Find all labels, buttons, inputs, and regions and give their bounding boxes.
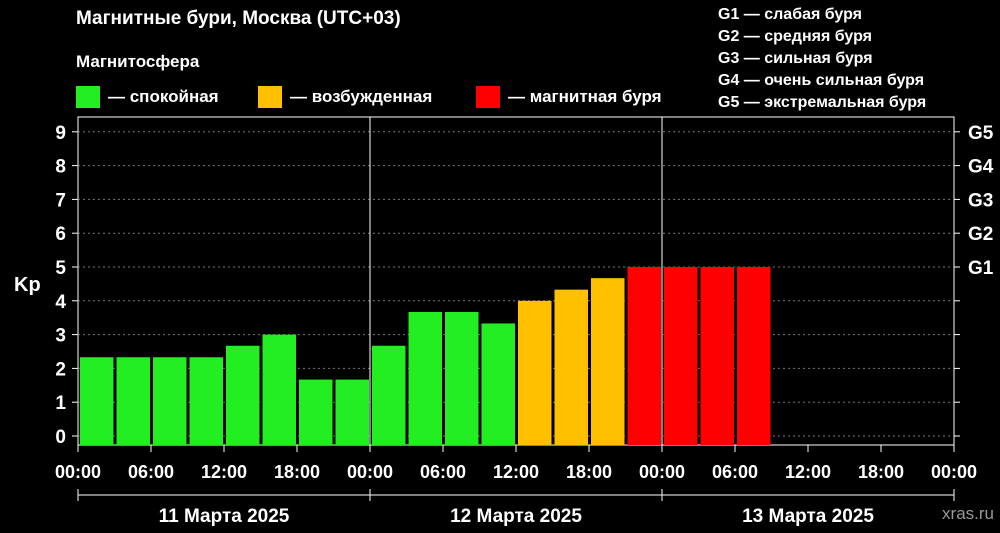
x-tick-label: 12:00 (201, 462, 247, 482)
right-tick-label-g5: G5 (968, 123, 994, 144)
x-tick-label: 12:00 (785, 462, 831, 482)
day-label: 12 Марта 2025 (450, 506, 582, 527)
storm-level-list: G1 — слабая буря G2 — средняя буря G3 — … (718, 4, 926, 114)
x-tick-label: 18:00 (858, 462, 904, 482)
kp-bar (299, 379, 333, 445)
kp-bar (116, 357, 150, 445)
storm-level-g4: G4 — очень сильная буря (718, 72, 925, 89)
kp-bar (80, 357, 114, 445)
y-tick-label-1: 1 (55, 393, 66, 414)
storm-level-g5: G5 — экстремальная буря (718, 94, 927, 111)
x-tick-label: 06:00 (712, 462, 758, 482)
kp-bar (700, 267, 734, 445)
day-label: 13 Марта 2025 (742, 506, 874, 527)
x-tick-label: 00:00 (639, 462, 685, 482)
kp-bar (408, 311, 442, 445)
y-tick-label-9: 9 (55, 123, 66, 144)
kp-bar (554, 289, 588, 445)
right-tick-label-g2: G2 (968, 224, 993, 245)
y-tick-label-2: 2 (55, 359, 66, 380)
storm-level-g2: G2 — средняя буря (718, 28, 872, 45)
chart-title: Магнитные бури, Москва (UTC+03) (76, 8, 401, 29)
kp-bar (737, 267, 771, 445)
legend-item-storm: — магнитная буря (476, 86, 662, 108)
x-tick-label: 12:00 (493, 462, 539, 482)
right-tick-label-g1: G1 (968, 258, 994, 279)
kp-bar (153, 357, 187, 445)
legend-swatch-active (258, 86, 282, 108)
kp-bar (591, 278, 625, 445)
legend-label-quiet: — спокойная (108, 87, 219, 106)
kp-bar (481, 323, 515, 445)
kp-bar (445, 311, 479, 445)
right-tick-label-g3: G3 (968, 190, 993, 211)
site-watermark: xras.ru (942, 504, 994, 523)
legend-item-quiet: — спокойная (76, 86, 219, 108)
legend-label-storm: — магнитная буря (508, 87, 662, 106)
x-tick-label: 18:00 (274, 462, 320, 482)
kp-bar (335, 379, 369, 445)
y-tick-label-7: 7 (55, 190, 66, 211)
kp-bar (226, 345, 260, 445)
legend-swatch-quiet (76, 86, 100, 108)
legend-item-active: — возбужденная (258, 86, 432, 108)
kp-bar (518, 300, 552, 445)
x-tick-label: 00:00 (931, 462, 977, 482)
storm-level-g1: G1 — слабая буря (718, 6, 863, 23)
legend-heading: Магнитосфера (76, 52, 200, 71)
x-tick-label: 06:00 (128, 462, 174, 482)
kp-bar (372, 345, 406, 445)
storm-level-g3: G3 — сильная буря (718, 50, 873, 67)
y-tick-label-4: 4 (55, 292, 66, 313)
y-tick-label-6: 6 (55, 224, 66, 245)
kp-bar (664, 267, 698, 445)
kp-bar (189, 357, 223, 445)
legend-swatch-storm (476, 86, 500, 108)
y-tick-label-5: 5 (55, 258, 66, 279)
kp-bar (262, 334, 296, 445)
y-axis-label: Kp (14, 274, 41, 296)
right-tick-label-g4: G4 (968, 157, 994, 178)
x-tick-label: 06:00 (420, 462, 466, 482)
legend-label-active: — возбужденная (290, 87, 433, 106)
y-tick-label-8: 8 (55, 157, 66, 178)
x-tick-label: 00:00 (347, 462, 393, 482)
x-tick-label: 00:00 (55, 462, 101, 482)
kp-bar (627, 267, 661, 445)
day-label: 11 Марта 2025 (159, 506, 290, 527)
y-tick-label-0: 0 (55, 427, 66, 448)
x-tick-label: 18:00 (566, 462, 612, 482)
y-tick-label-3: 3 (55, 326, 66, 347)
